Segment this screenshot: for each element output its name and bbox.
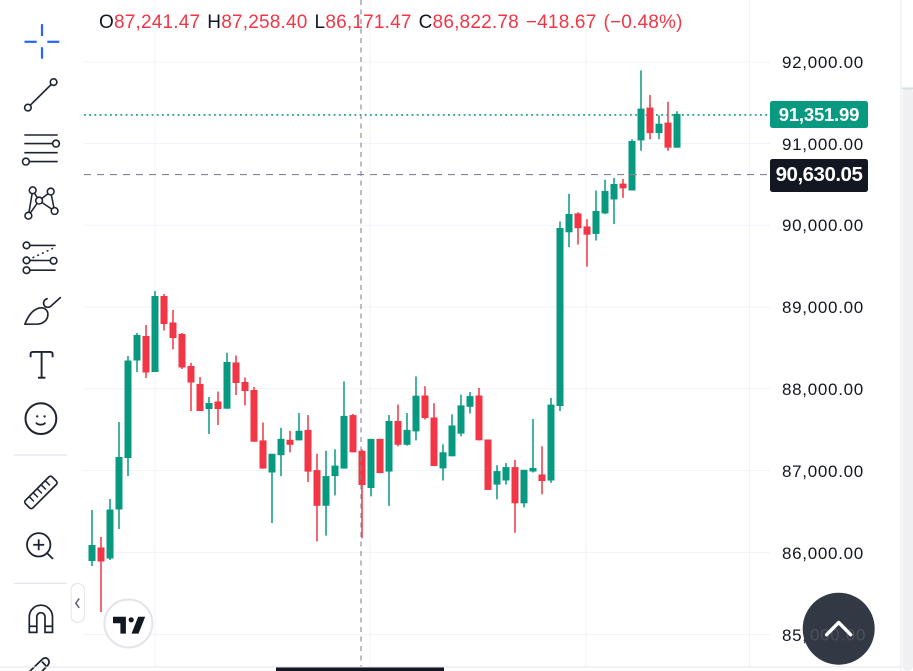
svg-text:000.00: 000.00 <box>810 625 866 644</box>
